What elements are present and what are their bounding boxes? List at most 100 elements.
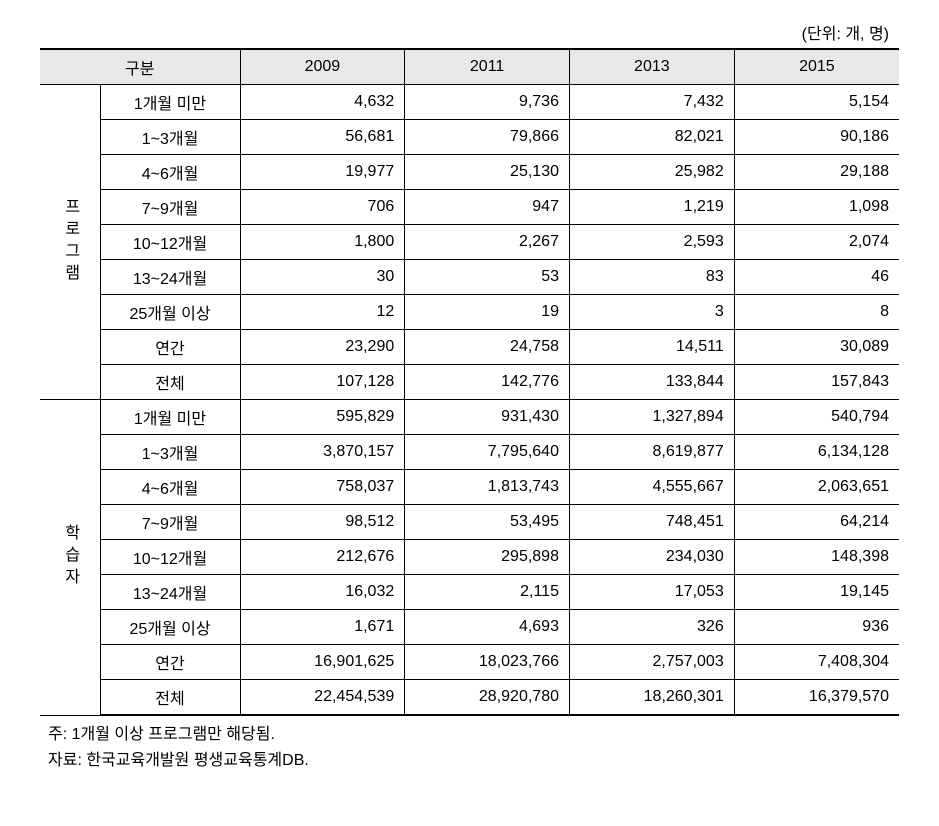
cell-value: 1,671 <box>240 610 405 645</box>
cell-value: 23,290 <box>240 330 405 365</box>
row-label: 25개월 이상 <box>100 295 240 330</box>
cell-value: 14,511 <box>569 330 734 365</box>
table-row: 1~3개월56,68179,86682,02190,186 <box>40 120 899 155</box>
cell-value: 53 <box>405 260 570 295</box>
cell-value: 758,037 <box>240 470 405 505</box>
group-header: 프로그램 <box>40 85 100 400</box>
cell-value: 326 <box>569 610 734 645</box>
cell-value: 931,430 <box>405 400 570 435</box>
cell-value: 5,154 <box>734 85 899 120</box>
cell-value: 148,398 <box>734 540 899 575</box>
cell-value: 25,982 <box>569 155 734 190</box>
cell-value: 540,794 <box>734 400 899 435</box>
row-label: 1~3개월 <box>100 120 240 155</box>
table-row: 13~24개월16,0322,11517,05319,145 <box>40 575 899 610</box>
table-notes: 주: 1개월 이상 프로그램만 해당됨. 자료: 한국교육개발원 평생교육통계D… <box>40 722 899 773</box>
cell-value: 706 <box>240 190 405 225</box>
cell-value: 748,451 <box>569 505 734 540</box>
cell-value: 90,186 <box>734 120 899 155</box>
row-label: 4~6개월 <box>100 470 240 505</box>
cell-value: 25,130 <box>405 155 570 190</box>
table-row: 7~9개월98,51253,495748,45164,214 <box>40 505 899 540</box>
table-row: 학습자1개월 미만595,829931,4301,327,894540,794 <box>40 400 899 435</box>
cell-value: 22,454,539 <box>240 680 405 716</box>
table-row: 25개월 이상1,6714,693326936 <box>40 610 899 645</box>
cell-value: 133,844 <box>569 365 734 400</box>
cell-value: 595,829 <box>240 400 405 435</box>
data-table: 구분 2009 2011 2013 2015 프로그램1개월 미만4,6329,… <box>40 48 899 716</box>
cell-value: 24,758 <box>405 330 570 365</box>
cell-value: 142,776 <box>405 365 570 400</box>
cell-value: 4,555,667 <box>569 470 734 505</box>
table-row: 10~12개월1,8002,2672,5932,074 <box>40 225 899 260</box>
cell-value: 3,870,157 <box>240 435 405 470</box>
cell-value: 157,843 <box>734 365 899 400</box>
row-label: 7~9개월 <box>100 190 240 225</box>
cell-value: 7,432 <box>569 85 734 120</box>
note-line: 자료: 한국교육개발원 평생교육통계DB. <box>48 748 899 774</box>
cell-value: 18,260,301 <box>569 680 734 716</box>
cell-value: 53,495 <box>405 505 570 540</box>
cell-value: 19,145 <box>734 575 899 610</box>
table-row: 4~6개월19,97725,13025,98229,188 <box>40 155 899 190</box>
table-body: 프로그램1개월 미만4,6329,7367,4325,1541~3개월56,68… <box>40 85 899 716</box>
cell-value: 29,188 <box>734 155 899 190</box>
row-label: 13~24개월 <box>100 575 240 610</box>
cell-value: 4,693 <box>405 610 570 645</box>
header-year-2: 2013 <box>569 49 734 85</box>
row-label: 연간 <box>100 330 240 365</box>
table-row: 프로그램1개월 미만4,6329,7367,4325,154 <box>40 85 899 120</box>
cell-value: 16,901,625 <box>240 645 405 680</box>
header-year-1: 2011 <box>405 49 570 85</box>
row-label: 전체 <box>100 365 240 400</box>
cell-value: 19 <box>405 295 570 330</box>
table-row: 4~6개월758,0371,813,7434,555,6672,063,651 <box>40 470 899 505</box>
cell-value: 8,619,877 <box>569 435 734 470</box>
cell-value: 28,920,780 <box>405 680 570 716</box>
cell-value: 30,089 <box>734 330 899 365</box>
header-year-3: 2015 <box>734 49 899 85</box>
cell-value: 16,379,570 <box>734 680 899 716</box>
cell-value: 1,800 <box>240 225 405 260</box>
row-label: 25개월 이상 <box>100 610 240 645</box>
cell-value: 7,408,304 <box>734 645 899 680</box>
cell-value: 1,327,894 <box>569 400 734 435</box>
header-year-0: 2009 <box>240 49 405 85</box>
header-category: 구분 <box>40 49 240 85</box>
header-row: 구분 2009 2011 2013 2015 <box>40 49 899 85</box>
table-row: 1~3개월3,870,1577,795,6408,619,8776,134,12… <box>40 435 899 470</box>
group-header: 학습자 <box>40 400 100 716</box>
cell-value: 2,593 <box>569 225 734 260</box>
row-label: 전체 <box>100 680 240 716</box>
cell-value: 947 <box>405 190 570 225</box>
table-row: 전체107,128142,776133,844157,843 <box>40 365 899 400</box>
table-row: 10~12개월212,676295,898234,030148,398 <box>40 540 899 575</box>
cell-value: 56,681 <box>240 120 405 155</box>
cell-value: 19,977 <box>240 155 405 190</box>
row-label: 13~24개월 <box>100 260 240 295</box>
cell-value: 30 <box>240 260 405 295</box>
cell-value: 936 <box>734 610 899 645</box>
cell-value: 2,063,651 <box>734 470 899 505</box>
cell-value: 7,795,640 <box>405 435 570 470</box>
cell-value: 83 <box>569 260 734 295</box>
cell-value: 12 <box>240 295 405 330</box>
cell-value: 1,219 <box>569 190 734 225</box>
row-label: 1~3개월 <box>100 435 240 470</box>
cell-value: 2,115 <box>405 575 570 610</box>
cell-value: 234,030 <box>569 540 734 575</box>
row-label: 10~12개월 <box>100 225 240 260</box>
table-row: 25개월 이상121938 <box>40 295 899 330</box>
cell-value: 1,098 <box>734 190 899 225</box>
table-row: 전체22,454,53928,920,78018,260,30116,379,5… <box>40 680 899 716</box>
row-label: 연간 <box>100 645 240 680</box>
cell-value: 9,736 <box>405 85 570 120</box>
note-line: 주: 1개월 이상 프로그램만 해당됨. <box>48 722 899 748</box>
row-label: 1개월 미만 <box>100 85 240 120</box>
cell-value: 107,128 <box>240 365 405 400</box>
cell-value: 212,676 <box>240 540 405 575</box>
row-label: 4~6개월 <box>100 155 240 190</box>
cell-value: 82,021 <box>569 120 734 155</box>
table-row: 13~24개월30538346 <box>40 260 899 295</box>
row-label: 1개월 미만 <box>100 400 240 435</box>
